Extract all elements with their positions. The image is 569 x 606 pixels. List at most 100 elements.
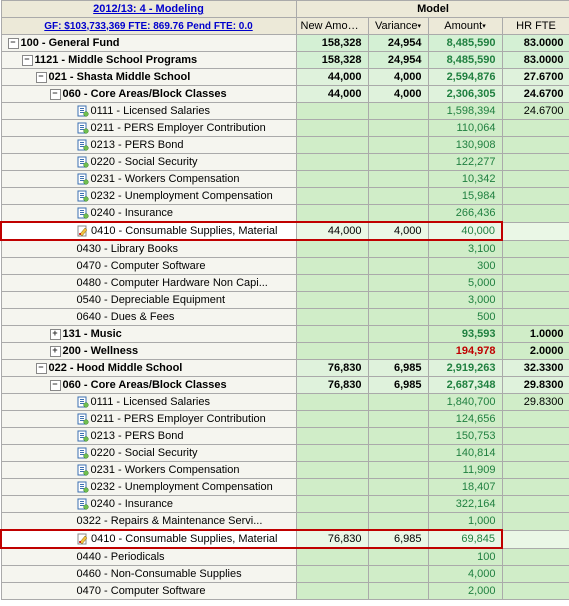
col-new-amount[interactable]: New Amount▾ <box>296 18 368 35</box>
collapse-icon[interactable]: − <box>36 363 47 374</box>
tree-cell[interactable]: 0240 - Insurance <box>1 205 296 223</box>
tree-cell[interactable]: 0322 - Repairs & Maintenance Servi... <box>1 513 296 531</box>
collapse-icon[interactable]: − <box>36 72 47 83</box>
amount-cell: 5,000 <box>428 275 502 292</box>
collapse-icon[interactable]: − <box>50 89 61 100</box>
table-row[interactable]: 0231 - Workers Compensation11,909 <box>1 462 569 479</box>
title-link[interactable]: 2012/13: 4 - Modeling <box>1 1 296 18</box>
col-amount[interactable]: Amount▾ <box>428 18 502 35</box>
table-row[interactable]: −060 - Core Areas/Block Classes76,8306,9… <box>1 377 569 394</box>
table-row[interactable]: −021 - Shasta Middle School44,0004,0002,… <box>1 69 569 86</box>
table-row[interactable]: 0480 - Computer Hardware Non Capi... 5,00… <box>1 275 569 292</box>
variance-cell <box>368 137 428 154</box>
collapse-icon[interactable]: − <box>22 55 33 66</box>
tree-cell[interactable]: 0232 - Unemployment Compensation <box>1 188 296 205</box>
table-row[interactable]: 0440 - Periodicals100 <box>1 548 569 566</box>
tree-cell[interactable]: −060 - Core Areas/Block Classes <box>1 377 296 394</box>
tree-cell[interactable]: 0231 - Workers Compensation <box>1 171 296 188</box>
tree-cell[interactable]: 0232 - Unemployment Compensation <box>1 479 296 496</box>
tree-cell[interactable]: +131 - Music <box>1 326 296 343</box>
table-row[interactable]: 0460 - Non-Consumable Supplies4,000 <box>1 566 569 583</box>
tree-cell[interactable]: 0213 - PERS Bond <box>1 428 296 445</box>
tree-cell[interactable]: +200 - Wellness <box>1 343 296 360</box>
variance-cell <box>368 120 428 137</box>
tree-cell[interactable]: 0460 - Non-Consumable Supplies <box>1 566 296 583</box>
fte-cell <box>502 411 569 428</box>
table-row[interactable]: 0111 - Licensed Salaries1,598,39424.6700 <box>1 103 569 120</box>
table-row[interactable]: 0240 - Insurance322,164 <box>1 496 569 513</box>
table-row[interactable]: 0211 - PERS Employer Contribution110,064 <box>1 120 569 137</box>
table-row[interactable]: −022 - Hood Middle School76,8306,9852,91… <box>1 360 569 377</box>
tree-cell[interactable]: 0213 - PERS Bond <box>1 137 296 154</box>
variance-cell <box>368 309 428 326</box>
table-row[interactable]: 0231 - Workers Compensation10,342 <box>1 171 569 188</box>
tree-cell[interactable]: 0211 - PERS Employer Contribution <box>1 411 296 428</box>
amount-cell: 2,687,348 <box>428 377 502 394</box>
amount-cell: 124,656 <box>428 411 502 428</box>
table-row[interactable]: 0213 - PERS Bond130,908 <box>1 137 569 154</box>
tree-cell[interactable]: 0211 - PERS Employer Contribution <box>1 120 296 137</box>
tree-cell[interactable]: 0111 - Licensed Salaries <box>1 103 296 120</box>
table-row[interactable]: 0111 - Licensed Salaries1,840,70029.8300 <box>1 394 569 411</box>
table-row[interactable]: 0470 - Computer Software300 <box>1 258 569 275</box>
tree-cell[interactable]: 0410 - Consumable Supplies, Material <box>1 222 296 240</box>
table-row[interactable]: 0232 - Unemployment Compensation18,407 <box>1 479 569 496</box>
tree-cell[interactable]: 0470 - Computer Software <box>1 258 296 275</box>
tree-cell[interactable]: 0220 - Social Security <box>1 445 296 462</box>
table-row[interactable]: 0430 - Library Books3,100 <box>1 240 569 258</box>
tree-cell[interactable]: −1121 - Middle School Programs <box>1 52 296 69</box>
tree-cell[interactable]: −022 - Hood Middle School <box>1 360 296 377</box>
variance-cell <box>368 188 428 205</box>
table-row[interactable]: −100 - General Fund158,32824,9548,485,59… <box>1 35 569 52</box>
tree-cell[interactable]: 0220 - Social Security <box>1 154 296 171</box>
tree-cell[interactable]: 0540 - Depreciable Equipment <box>1 292 296 309</box>
table-row[interactable]: 0410 - Consumable Supplies, Material44,0… <box>1 222 569 240</box>
collapse-icon[interactable]: − <box>8 38 19 49</box>
sub-title-link[interactable]: GF: $103,733,369 FTE: 869.76 Pend FTE: 0… <box>1 18 296 35</box>
tree-cell[interactable]: −060 - Core Areas/Block Classes <box>1 86 296 103</box>
table-row[interactable]: 0640 - Dues & Fees500 <box>1 309 569 326</box>
new-amount-cell: 76,830 <box>296 530 368 548</box>
table-row[interactable]: 0322 - Repairs & Maintenance Servi...1,0… <box>1 513 569 531</box>
amount-cell: 15,984 <box>428 188 502 205</box>
table-row[interactable]: 0213 - PERS Bond 150,753 <box>1 428 569 445</box>
tree-cell[interactable]: 0430 - Library Books <box>1 240 296 258</box>
new-amount-cell <box>296 137 368 154</box>
expand-icon[interactable]: + <box>50 329 61 340</box>
tree-cell[interactable]: 0440 - Periodicals <box>1 548 296 566</box>
tree-cell[interactable]: −021 - Shasta Middle School <box>1 69 296 86</box>
new-amount-cell <box>296 343 368 360</box>
table-row[interactable]: −060 - Core Areas/Block Classes44,0004,0… <box>1 86 569 103</box>
amount-cell: 150,753 <box>428 428 502 445</box>
tree-cell[interactable]: 0240 - Insurance <box>1 496 296 513</box>
table-row[interactable]: 0240 - Insurance266,436 <box>1 205 569 223</box>
table-row[interactable]: 0540 - Depreciable Equipment3,000 <box>1 292 569 309</box>
new-amount-cell <box>296 326 368 343</box>
expand-icon[interactable]: + <box>50 346 61 357</box>
tree-cell[interactable]: 0410 - Consumable Supplies, Material <box>1 530 296 548</box>
table-row[interactable]: 0232 - Unemployment Compensation 15,984 <box>1 188 569 205</box>
col-variance[interactable]: Variance▾ <box>368 18 428 35</box>
tree-cell[interactable]: 0470 - Computer Software <box>1 583 296 600</box>
table-row[interactable]: 0211 - PERS Employer Contribution 124,656 <box>1 411 569 428</box>
tree-cell[interactable]: 0640 - Dues & Fees <box>1 309 296 326</box>
tree-cell[interactable]: −100 - General Fund <box>1 35 296 52</box>
col-hr-fte[interactable]: HR FTE <box>502 18 569 35</box>
tree-cell[interactable]: 0111 - Licensed Salaries <box>1 394 296 411</box>
document-icon <box>77 207 89 219</box>
table-row[interactable]: −1121 - Middle School Programs158,32824,… <box>1 52 569 69</box>
table-row[interactable]: +200 - Wellness194,9782.0000 <box>1 343 569 360</box>
tree-cell[interactable]: 0231 - Workers Compensation <box>1 462 296 479</box>
table-row[interactable]: 0410 - Consumable Supplies, Material76,8… <box>1 530 569 548</box>
amount-cell: 122,277 <box>428 154 502 171</box>
row-label: 0213 - PERS Bond <box>91 139 184 151</box>
document-icon <box>77 105 89 117</box>
variance-cell <box>368 240 428 258</box>
table-row[interactable]: 0220 - Social Security140,814 <box>1 445 569 462</box>
table-row[interactable]: 0470 - Computer Software2,000 <box>1 583 569 600</box>
collapse-icon[interactable]: − <box>50 380 61 391</box>
table-header: 2012/13: 4 - Modeling Model GF: $103,733… <box>1 1 569 35</box>
table-row[interactable]: +131 - Music93,5931.0000 <box>1 326 569 343</box>
table-row[interactable]: 0220 - Social Security 122,277 <box>1 154 569 171</box>
tree-cell[interactable]: 0480 - Computer Hardware Non Capi... <box>1 275 296 292</box>
